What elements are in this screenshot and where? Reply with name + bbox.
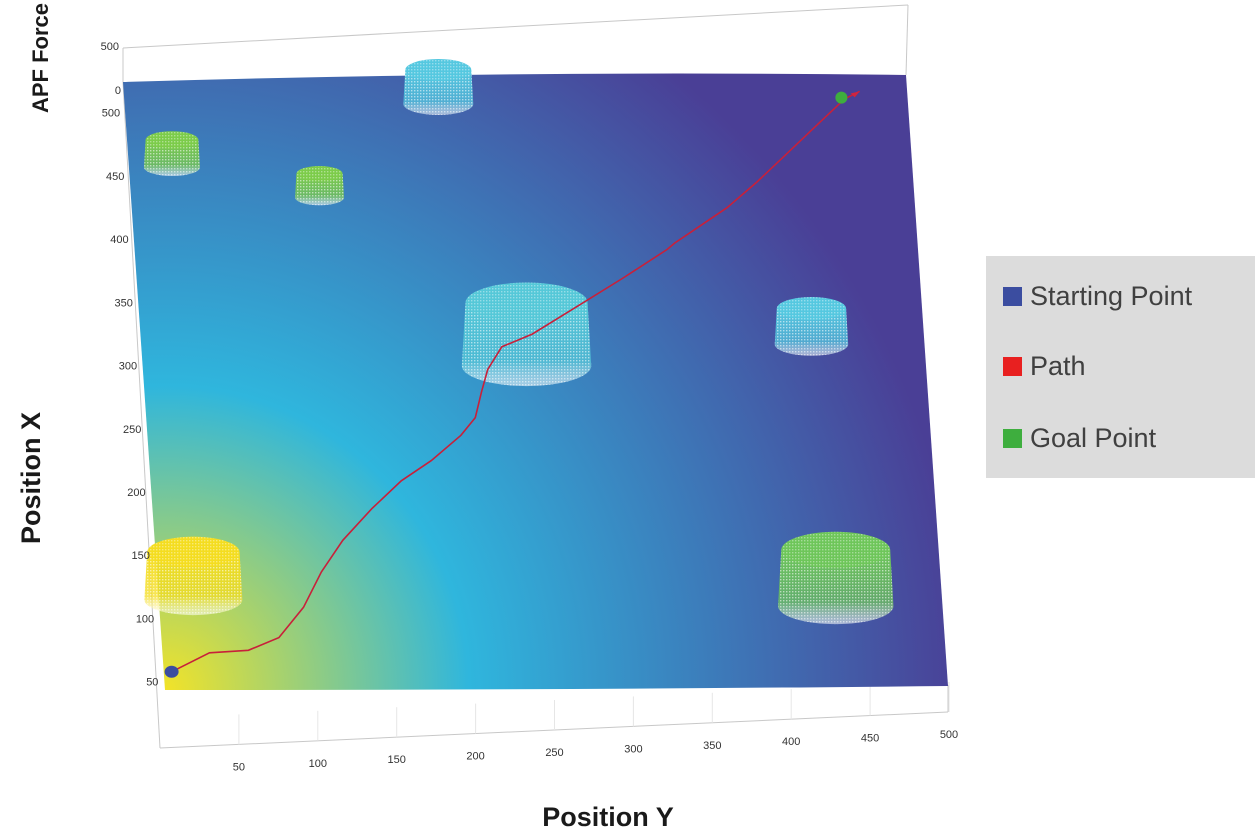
x-tick-label: 300 bbox=[624, 743, 642, 755]
legend-label-goal-point: Goal Point bbox=[1030, 423, 1157, 453]
legend-swatch-goal-point bbox=[1003, 429, 1022, 448]
obstacle-peak bbox=[774, 296, 849, 356]
y-tick-label: 450 bbox=[106, 171, 124, 183]
obstacle-peak bbox=[295, 166, 345, 206]
y-tick-label: 300 bbox=[119, 361, 137, 373]
y-tick-label: 150 bbox=[132, 550, 150, 562]
obstacle-peak bbox=[144, 536, 243, 616]
x-axis-title: Position Y bbox=[542, 802, 674, 831]
obstacle-peak bbox=[143, 131, 200, 176]
z-tick-label: 0 bbox=[115, 85, 121, 97]
legend-item-starting-point: Starting Point bbox=[1003, 281, 1192, 312]
x-tick-labels: 50 100 150 200 250 300 350 400 450 500 bbox=[233, 729, 958, 773]
x-tick-label: 500 bbox=[940, 729, 958, 741]
legend-item-goal-point: Goal Point bbox=[1003, 423, 1156, 454]
legend-label-path: Path bbox=[1030, 351, 1086, 381]
y-axis-title: Position X bbox=[16, 412, 46, 544]
goal-point-marker bbox=[835, 91, 848, 104]
z-tick-label: 500 bbox=[101, 41, 119, 53]
x-tick-label: 100 bbox=[309, 758, 327, 770]
x-tick-label: 350 bbox=[703, 740, 721, 752]
legend-swatch-starting-point bbox=[1003, 287, 1022, 306]
legend-swatch-path bbox=[1003, 357, 1022, 376]
y-tick-labels: 50 100 150 200 250 300 350 400 450 500 bbox=[102, 108, 159, 689]
path-line bbox=[171, 90, 861, 673]
y-tick-label: 400 bbox=[110, 234, 128, 246]
y-tick-label: 250 bbox=[123, 424, 141, 436]
x-tick-label: 400 bbox=[782, 736, 800, 748]
x-tick-label: 200 bbox=[466, 751, 484, 763]
y-tick-label: 350 bbox=[114, 297, 132, 309]
y-tick-label: 200 bbox=[127, 487, 145, 499]
z-tick-labels: 0 500 bbox=[101, 41, 121, 97]
legend-item-path: Path bbox=[1003, 351, 1086, 382]
y-tick-label: 50 bbox=[146, 677, 158, 689]
y-tick-label: 100 bbox=[136, 613, 154, 625]
x-tick-label: 150 bbox=[388, 754, 406, 766]
path-layer bbox=[164, 90, 861, 678]
legend: Starting Point Path Goal Point bbox=[986, 256, 1255, 478]
z-axis-title: APF Force bbox=[28, 3, 53, 113]
x-tick-label: 50 bbox=[233, 761, 245, 773]
obstacle-peak bbox=[778, 531, 894, 625]
obstacle-peak bbox=[403, 58, 474, 115]
x-tick-label: 450 bbox=[861, 733, 879, 745]
grid-lines bbox=[238, 682, 950, 745]
x-tick-label: 250 bbox=[545, 747, 563, 759]
y-tick-label: 500 bbox=[102, 108, 120, 120]
legend-label-starting-point: Starting Point bbox=[1030, 281, 1193, 311]
obstacle-peaks bbox=[143, 58, 894, 625]
obstacle-peak bbox=[461, 282, 592, 387]
starting-point-marker bbox=[164, 665, 179, 678]
path-end-marker bbox=[850, 91, 860, 98]
